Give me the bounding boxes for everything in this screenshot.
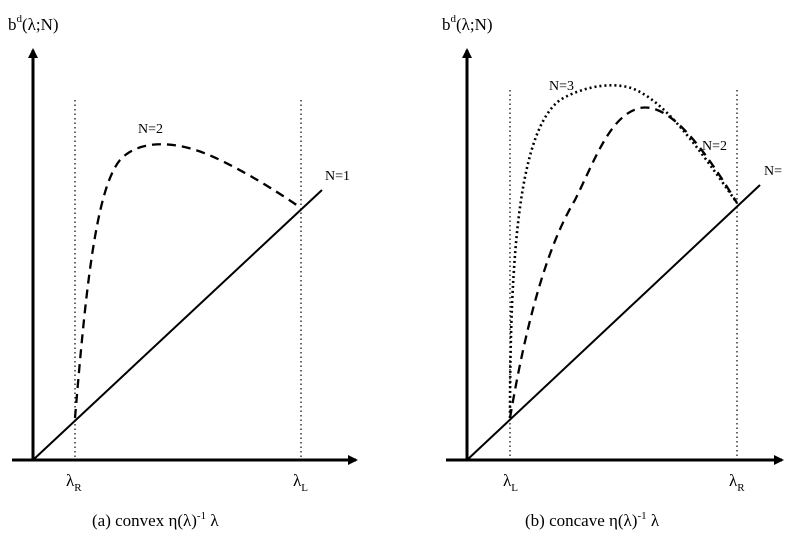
panel-a-curve-n1 bbox=[32, 189, 323, 461]
panel-b-curve-n2 bbox=[508, 106, 738, 419]
panel-b-label-n3: N=3 bbox=[549, 79, 574, 94]
panel-a-tick-lambda-l: λL bbox=[293, 471, 308, 494]
panel-b-curve-n3 bbox=[508, 84, 739, 419]
panel-b: bd(λ;N) N=3 N=2 N= λL λR (b) concave η(λ… bbox=[442, 13, 784, 530]
panel-b-tick-lambda-l: λL bbox=[503, 471, 518, 494]
panel-a-y-axis-label: bd(λ;N) bbox=[8, 13, 59, 34]
panel-b-label-n2: N=2 bbox=[702, 139, 727, 154]
panel-b-tick-lambda-r: λR bbox=[729, 471, 745, 494]
panel-a-caption: (a) convex η(λ)-1 λ bbox=[92, 510, 219, 530]
panel-a-label-n2: N=2 bbox=[138, 122, 163, 137]
panel-a-tick-lambda-r: λR bbox=[66, 471, 82, 494]
panel-a-label-n1: N=1 bbox=[325, 169, 350, 184]
panel-a-curve-n2 bbox=[73, 143, 302, 419]
panel-b-curve-n1 bbox=[466, 184, 761, 461]
panel-b-y-axis-label: bd(λ;N) bbox=[442, 13, 493, 34]
panel-b-caption: (b) concave η(λ)-1 λ bbox=[525, 510, 660, 530]
panel-a: bd(λ;N) N=2 N=1 λR λL (a) convex η(λ)-1 … bbox=[8, 13, 358, 530]
panel-b-label-n1: N= bbox=[764, 164, 782, 179]
